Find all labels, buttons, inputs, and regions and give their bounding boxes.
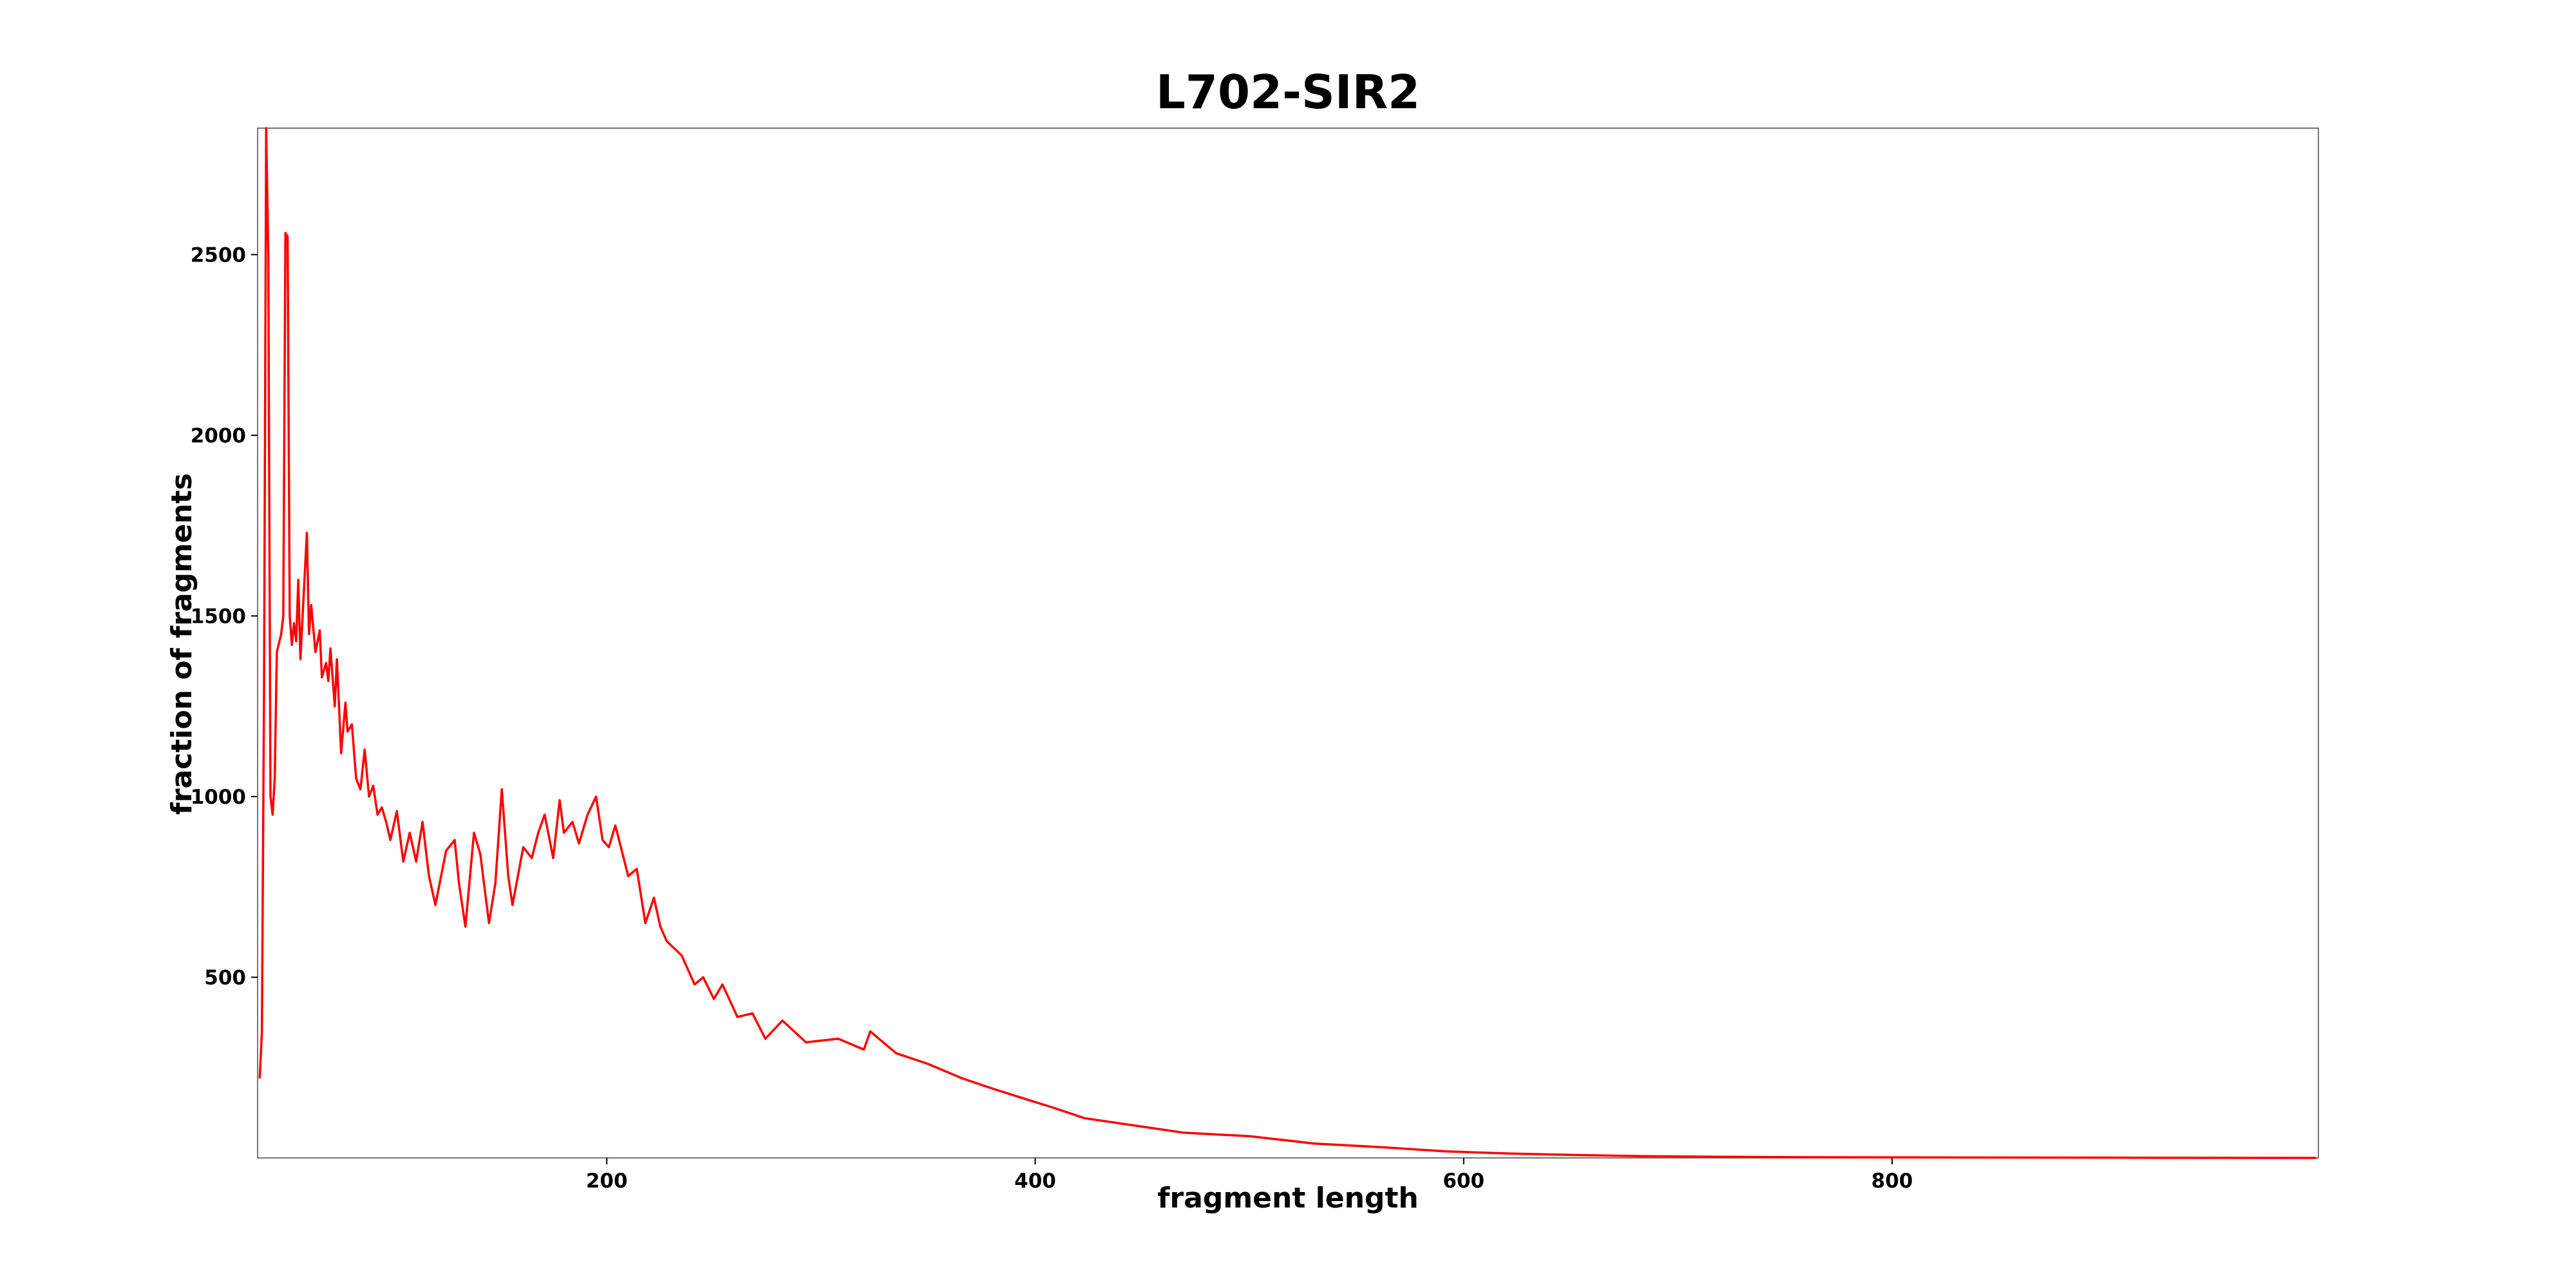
x-tick-label: 400 bbox=[1014, 1170, 1056, 1193]
x-tick-label: 800 bbox=[1871, 1170, 1913, 1193]
y-tick-label: 500 bbox=[204, 966, 246, 989]
y-axis-label: fraction of fragments bbox=[166, 473, 198, 815]
y-tick-label: 2500 bbox=[191, 243, 246, 267]
plot-frame bbox=[257, 128, 2319, 1159]
data-line bbox=[258, 127, 2316, 1159]
x-axis-label: fragment length bbox=[1157, 1182, 1419, 1215]
y-tick-label: 2000 bbox=[191, 424, 246, 448]
y-tick-label: 1000 bbox=[191, 786, 246, 809]
chart-title: L702-SIR2 bbox=[1156, 65, 1420, 119]
x-tick-label: 600 bbox=[1443, 1170, 1484, 1193]
y-tick-label: 1500 bbox=[191, 605, 246, 628]
x-tick-label: 200 bbox=[586, 1170, 628, 1193]
